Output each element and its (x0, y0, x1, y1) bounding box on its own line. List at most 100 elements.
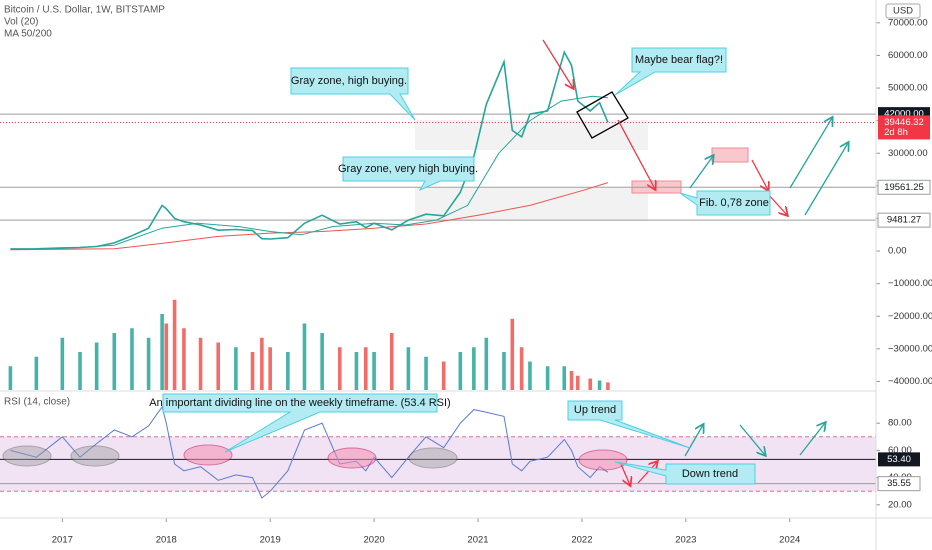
volume-bar (424, 356, 428, 390)
volume-bar (146, 337, 151, 390)
volume-bar (160, 314, 164, 390)
price-line (10, 50, 609, 250)
data-layer: 70000.0060000.0050000.0040000.0030000.00… (0, 17, 932, 546)
y-tick-label: 30000.00 (888, 148, 928, 159)
x-tick-label: 2019 (260, 535, 281, 546)
volume-bar (164, 323, 169, 390)
price-label-box (877, 179, 931, 195)
annotation: Up trend (574, 404, 616, 416)
last-price-label: 39446.32 (884, 117, 924, 128)
volume-bar (268, 347, 272, 390)
x-tick-label: 2021 (467, 535, 488, 546)
volume-bar (569, 371, 574, 390)
indicator-label: MA 50/200 (4, 29, 52, 40)
x-tick-label: 2018 (156, 535, 177, 546)
volume-bar (60, 337, 65, 390)
volume-bar (8, 366, 13, 390)
volume-bar (94, 342, 99, 390)
level-label: 35.55 (887, 478, 911, 489)
volume-bar (458, 352, 463, 390)
arrow (542, 39, 573, 88)
y-tick-label: 80.00 (888, 418, 912, 429)
volume-bar (502, 352, 506, 390)
volume-bar (484, 337, 489, 390)
volume-bar (302, 323, 307, 390)
volume-bar (472, 347, 476, 390)
volume-bar (130, 328, 134, 390)
volume-bar (234, 347, 238, 390)
y-tick-label: 70000.00 (888, 17, 928, 28)
indicator-label: Vol (20) (4, 17, 38, 28)
price-level-label: 19561.25 (884, 182, 924, 193)
callout (614, 47, 727, 96)
volume-bar (528, 361, 532, 390)
volume-bar (562, 366, 567, 390)
annotation: Gray zone, very high buying. (338, 163, 478, 175)
volume-bar (198, 337, 203, 390)
volume-bar (338, 347, 342, 390)
callout (567, 400, 691, 449)
y-tick-label: 50000.00 (888, 83, 928, 94)
price-level-label: 42000.00 (884, 109, 924, 120)
target-box (711, 147, 749, 163)
volume-bar (34, 356, 39, 390)
y-tick-label: 20.00 (888, 499, 912, 510)
arrow (799, 423, 825, 456)
volume-bar (597, 380, 602, 390)
arrow (767, 193, 787, 215)
volume-bar (250, 352, 255, 390)
zone-ellipse (408, 447, 458, 469)
zone-ellipse (578, 449, 628, 471)
drawings (2, 39, 848, 485)
volume-bar (182, 328, 186, 390)
price-label-box (877, 212, 931, 228)
arrow (739, 424, 765, 455)
y-tick-label: −20000.00 (888, 311, 932, 322)
y-tick-label: 60.00 (888, 445, 912, 456)
volume-bar (510, 318, 515, 390)
volume-bar (172, 299, 177, 390)
volume-bar (216, 342, 221, 390)
annotation: Down trend (682, 468, 738, 480)
rsi-title: RSI (14, close) (4, 397, 70, 408)
x-tick-label: 2020 (364, 535, 385, 546)
annotation: Maybe bear flag?! (635, 54, 723, 66)
x-tick-label: 2024 (779, 535, 800, 546)
volume-bar (588, 378, 593, 390)
volume-bar (441, 361, 446, 390)
callout (679, 190, 771, 216)
callout (614, 461, 756, 485)
x-tick-label: 2023 (675, 535, 696, 546)
callout (162, 393, 438, 453)
volume-bar (372, 352, 376, 390)
volume-bar (606, 382, 610, 390)
zone-ellipse (183, 444, 233, 466)
arrow (804, 143, 848, 216)
gray-zone (415, 120, 648, 150)
y-tick-label: −40000.00 (888, 376, 932, 387)
volume-bar (112, 333, 117, 390)
level-label-box (877, 476, 921, 492)
annotation: Gray zone, high buying. (291, 75, 407, 87)
currency: USD (893, 6, 913, 17)
volume-bar (545, 366, 550, 390)
volume-bar (519, 347, 524, 390)
bear-flag (576, 91, 629, 139)
volume-bar (286, 352, 290, 390)
level-label: 53.40 (887, 454, 911, 465)
arrow (684, 425, 703, 457)
callout (290, 67, 416, 121)
volume-bar (320, 333, 324, 390)
volume-bar (363, 347, 368, 390)
x-tick-label: 2017 (52, 535, 73, 546)
arrow (751, 159, 768, 190)
x-tick-label: 2022 (571, 535, 592, 546)
zone-ellipse (2, 445, 52, 467)
volume-bar (575, 375, 580, 390)
zone-ellipse (70, 445, 120, 467)
annotation: Fib. 0,78 zone (699, 197, 769, 209)
volume-bar (78, 352, 82, 390)
symbol-title: Bitcoin / U.S. Dollar, 1W, BITSTAMP (4, 5, 165, 16)
annotation: An important dividing line on the weekly… (149, 397, 450, 409)
